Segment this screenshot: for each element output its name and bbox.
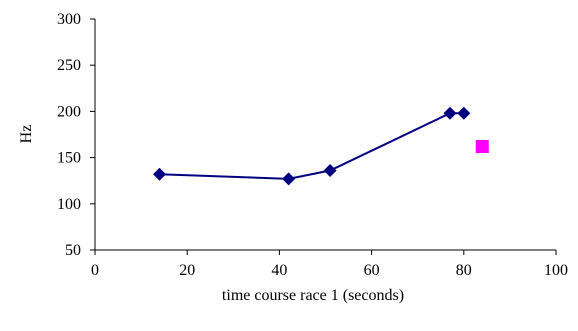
plot-area: 50 100 150 200 250 300 0 20 40 60 80 100 <box>57 11 568 279</box>
x-tick-label: 20 <box>179 262 195 279</box>
y-tick-label: 250 <box>57 57 81 74</box>
diamond-marker <box>443 106 457 120</box>
diamond-marker <box>457 106 471 120</box>
square-marker <box>475 140 489 154</box>
x-tick-label: 80 <box>456 262 472 279</box>
y-tick-label: 50 <box>65 242 81 259</box>
series-1 <box>153 106 471 186</box>
diamond-marker <box>282 172 296 186</box>
diamond-marker <box>153 167 167 181</box>
y-tick-label: 150 <box>57 150 81 167</box>
x-ticks: 0 20 40 60 80 100 <box>91 250 568 279</box>
diamond-marker <box>323 164 337 178</box>
y-tick-label: 300 <box>57 11 81 28</box>
x-axis-title: time course race 1 (seconds) <box>222 287 404 304</box>
x-tick-label: 60 <box>364 262 380 279</box>
x-tick-label: 0 <box>91 262 99 279</box>
y-tick-label: 100 <box>57 196 81 213</box>
y-ticks: 50 100 150 200 250 300 <box>57 11 95 259</box>
series-layer <box>153 106 489 186</box>
x-tick-label: 40 <box>271 262 287 279</box>
x-tick-label: 100 <box>544 262 568 279</box>
y-axis-title: Hz <box>18 125 35 144</box>
y-tick-label: 200 <box>57 103 81 120</box>
series-line <box>159 112 464 180</box>
series-2 <box>475 140 489 154</box>
